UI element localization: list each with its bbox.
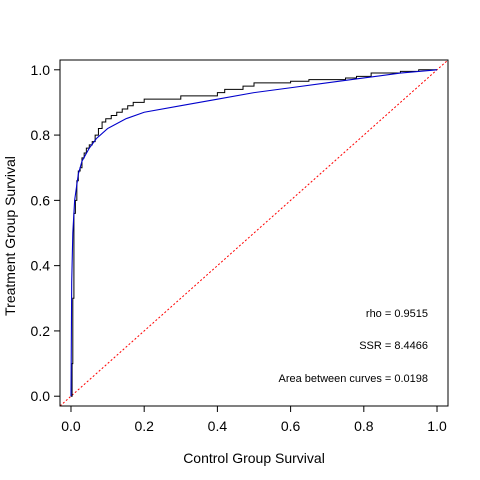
y-tick-label: 0.6 xyxy=(31,192,51,208)
x-tick-label: 0.0 xyxy=(61,418,81,434)
x-axis-title: Control Group Survival xyxy=(183,450,325,466)
y-tick-label: 0.2 xyxy=(31,323,51,339)
annotation-rho: rho = 0.9515 xyxy=(366,308,428,320)
annotation-ssr: SSR = 8.4466 xyxy=(359,340,428,352)
x-tick-label: 0.4 xyxy=(208,418,228,434)
y-axis: 0.0 0.2 0.4 0.6 0.8 1.0 xyxy=(31,62,61,404)
x-tick-label: 0.8 xyxy=(354,418,374,434)
x-tick-label: 0.2 xyxy=(134,418,154,434)
annotation-area: Area between curves = 0.0198 xyxy=(278,373,428,385)
diagonal-layer xyxy=(60,60,448,406)
y-tick-label: 0.8 xyxy=(31,127,51,143)
diagonal-reference-line xyxy=(60,60,448,406)
y-tick-label: 0.4 xyxy=(31,258,51,274)
x-axis: 0.0 0.2 0.4 0.6 0.8 1.0 xyxy=(61,405,447,434)
series-layer xyxy=(70,69,438,397)
y-tick-label: 1.0 xyxy=(31,62,51,78)
x-tick-label: 0.6 xyxy=(281,418,301,434)
y-axis-title: Treatment Group Survival xyxy=(2,156,18,316)
fitted-smooth-curve xyxy=(70,69,438,397)
y-tick-label: 0.0 xyxy=(31,388,51,404)
x-tick-label: 1.0 xyxy=(427,418,447,434)
